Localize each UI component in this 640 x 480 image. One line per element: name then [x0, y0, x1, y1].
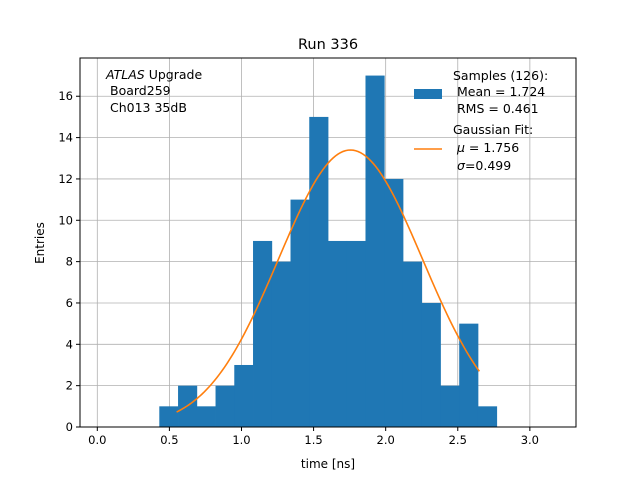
- annotation-upgrade: Upgrade: [145, 67, 203, 82]
- histogram-bar: [328, 240, 348, 427]
- y-tick-label: 4: [66, 337, 73, 351]
- histogram-bar: [234, 364, 254, 427]
- axis-ticks: 0.0 0.5 1.0 1.5 2.0 2.5 3.0 0 2 4 6 8 10 12 14 16: [58, 89, 539, 447]
- gaussian-fit: [176, 149, 481, 413]
- y-tick-label: 2: [66, 379, 73, 393]
- x-tick-label: 2.0: [377, 433, 395, 447]
- annotation-line-2: Board259: [110, 83, 171, 98]
- gaussian-fit-curve: [176, 149, 481, 413]
- legend-hist-swatch: [414, 89, 442, 99]
- annotation-atlas: ATLAS: [105, 67, 145, 82]
- histogram-bar: [159, 406, 179, 427]
- histogram-bar: [271, 261, 291, 427]
- legend-hist-line-3: RMS = 0.461: [457, 101, 539, 116]
- histogram-bar: [440, 385, 460, 427]
- histogram-bar: [384, 178, 404, 427]
- histogram-bar: [365, 75, 385, 428]
- y-tick-label: 14: [58, 131, 73, 145]
- y-tick-label: 12: [58, 172, 73, 186]
- x-axis-label: time [ns]: [301, 457, 355, 471]
- histogram-bar: [196, 406, 216, 427]
- legend-hist-line-1: Samples (126):: [453, 68, 548, 83]
- y-tick-label: 6: [66, 296, 73, 310]
- x-tick-label: 0.0: [88, 433, 106, 447]
- legend-mu-value: = 1.756: [465, 140, 519, 155]
- annotation-line-1: ATLAS Upgrade: [105, 67, 202, 82]
- legend-fit-line-2: μ = 1.756: [456, 140, 519, 155]
- histogram-bar: [402, 261, 423, 427]
- histogram-bar: [215, 385, 235, 427]
- x-tick-label: 1.5: [304, 433, 322, 447]
- y-axis-label: Entries: [33, 222, 47, 264]
- legend-hist-line-2: Mean = 1.724: [457, 84, 545, 99]
- y-tick-label: 8: [66, 255, 73, 269]
- x-tick-label: 3.0: [521, 433, 539, 447]
- annotation-box: ATLAS Upgrade Board259 Ch013 35dB: [105, 67, 202, 115]
- plot-frame: [79, 57, 577, 428]
- legend: Samples (126): Mean = 1.724 RMS = 0.461 …: [414, 68, 548, 173]
- x-tick-label: 0.5: [160, 433, 178, 447]
- histogram-bars: [159, 75, 498, 428]
- annotation-line-3: Ch013 35dB: [110, 100, 187, 115]
- legend-sigma-symbol: σ: [457, 158, 466, 173]
- histogram-bar: [477, 406, 498, 427]
- histogram-bar: [459, 323, 479, 427]
- legend-mu-symbol: μ: [456, 140, 465, 155]
- legend-fit-line-1: Gaussian Fit:: [453, 122, 533, 137]
- histogram-bar: [290, 199, 310, 427]
- legend-sigma-value: =0.499: [465, 158, 511, 173]
- chart-title: Run 336: [298, 37, 358, 53]
- legend-fit-line-3: σ=0.499: [457, 158, 511, 173]
- y-tick-label: 10: [58, 213, 73, 227]
- histogram-bar: [421, 302, 441, 427]
- y-tick-label: 0: [66, 420, 73, 434]
- histogram-bar: [346, 240, 366, 427]
- histogram-bar: [309, 116, 329, 428]
- x-tick-label: 2.5: [449, 433, 467, 447]
- y-tick-label: 16: [58, 89, 73, 103]
- histogram-bar: [253, 240, 273, 427]
- x-tick-label: 1.0: [232, 433, 250, 447]
